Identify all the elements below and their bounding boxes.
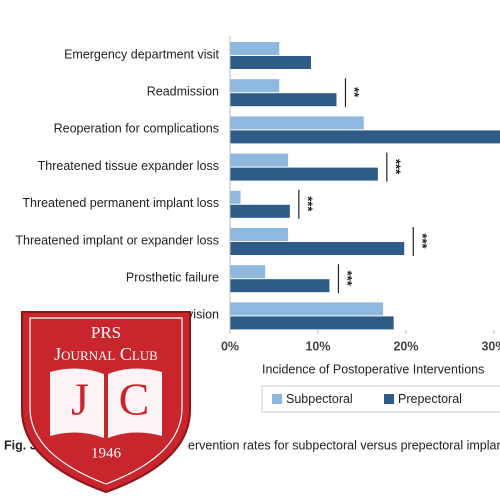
- category-label: Threatened implant or expander loss: [15, 233, 219, 247]
- legend-box: [261, 385, 500, 413]
- logo: PRS Journal Club J C 1946: [21, 311, 191, 494]
- x-tick-label: 30%: [481, 339, 500, 353]
- bar: [230, 56, 311, 69]
- logo-border: [29, 317, 183, 485]
- bar: [230, 279, 330, 293]
- legend-label: Prepectoral: [398, 392, 462, 406]
- bar: [230, 130, 500, 144]
- legend-swatch: [272, 394, 282, 404]
- chart: Emergency department visit Readmission ** R…: [15, 36, 500, 413]
- bar: [230, 79, 280, 93]
- caption-text: ervention rates for subpectoral versus p…: [188, 438, 500, 452]
- caption-label: Fig. 3: [4, 438, 37, 452]
- significance-label: **: [347, 87, 362, 98]
- logo-year: 1946: [91, 445, 122, 461]
- significance-label: ***: [388, 159, 403, 175]
- bar: [230, 167, 378, 181]
- bar: [230, 242, 405, 255]
- significance-label: ***: [340, 271, 355, 287]
- category-label: Emergency department visit: [64, 47, 219, 61]
- category-label: Prosthetic failure: [126, 270, 219, 284]
- bar: [230, 42, 280, 55]
- logo-top: PRS: [91, 323, 121, 342]
- bar: [230, 316, 394, 330]
- logo-letter: C: [119, 374, 150, 425]
- bar: [230, 228, 289, 241]
- bar: [230, 265, 266, 279]
- bar: [230, 204, 290, 218]
- category-label: Threatened tissue expander loss: [38, 159, 219, 173]
- significance-label: ***: [415, 233, 430, 249]
- logo-shield: [21, 311, 191, 494]
- logo-letter: J: [71, 374, 89, 425]
- legend-swatch: [384, 394, 394, 404]
- logo-name: Journal Club: [54, 344, 158, 364]
- logo-book: [50, 368, 162, 438]
- bar: [230, 302, 384, 316]
- category-label: Readmission: [147, 84, 219, 98]
- significance-label: ***: [300, 196, 315, 212]
- bar: [230, 116, 364, 130]
- bar: [230, 93, 337, 107]
- x-axis-title: Incidence of Postoperative Interventions: [262, 362, 484, 376]
- x-tick-label: 20%: [393, 339, 418, 353]
- category-label: Threatened permanent implant loss: [22, 196, 219, 210]
- x-tick-label: 0%: [221, 339, 239, 353]
- category-label: Reoperation for complications: [54, 122, 219, 136]
- bar: [230, 190, 241, 204]
- x-tick-label: 10%: [305, 339, 330, 353]
- bar: [230, 153, 289, 167]
- legend-label: Subpectoral: [286, 392, 353, 406]
